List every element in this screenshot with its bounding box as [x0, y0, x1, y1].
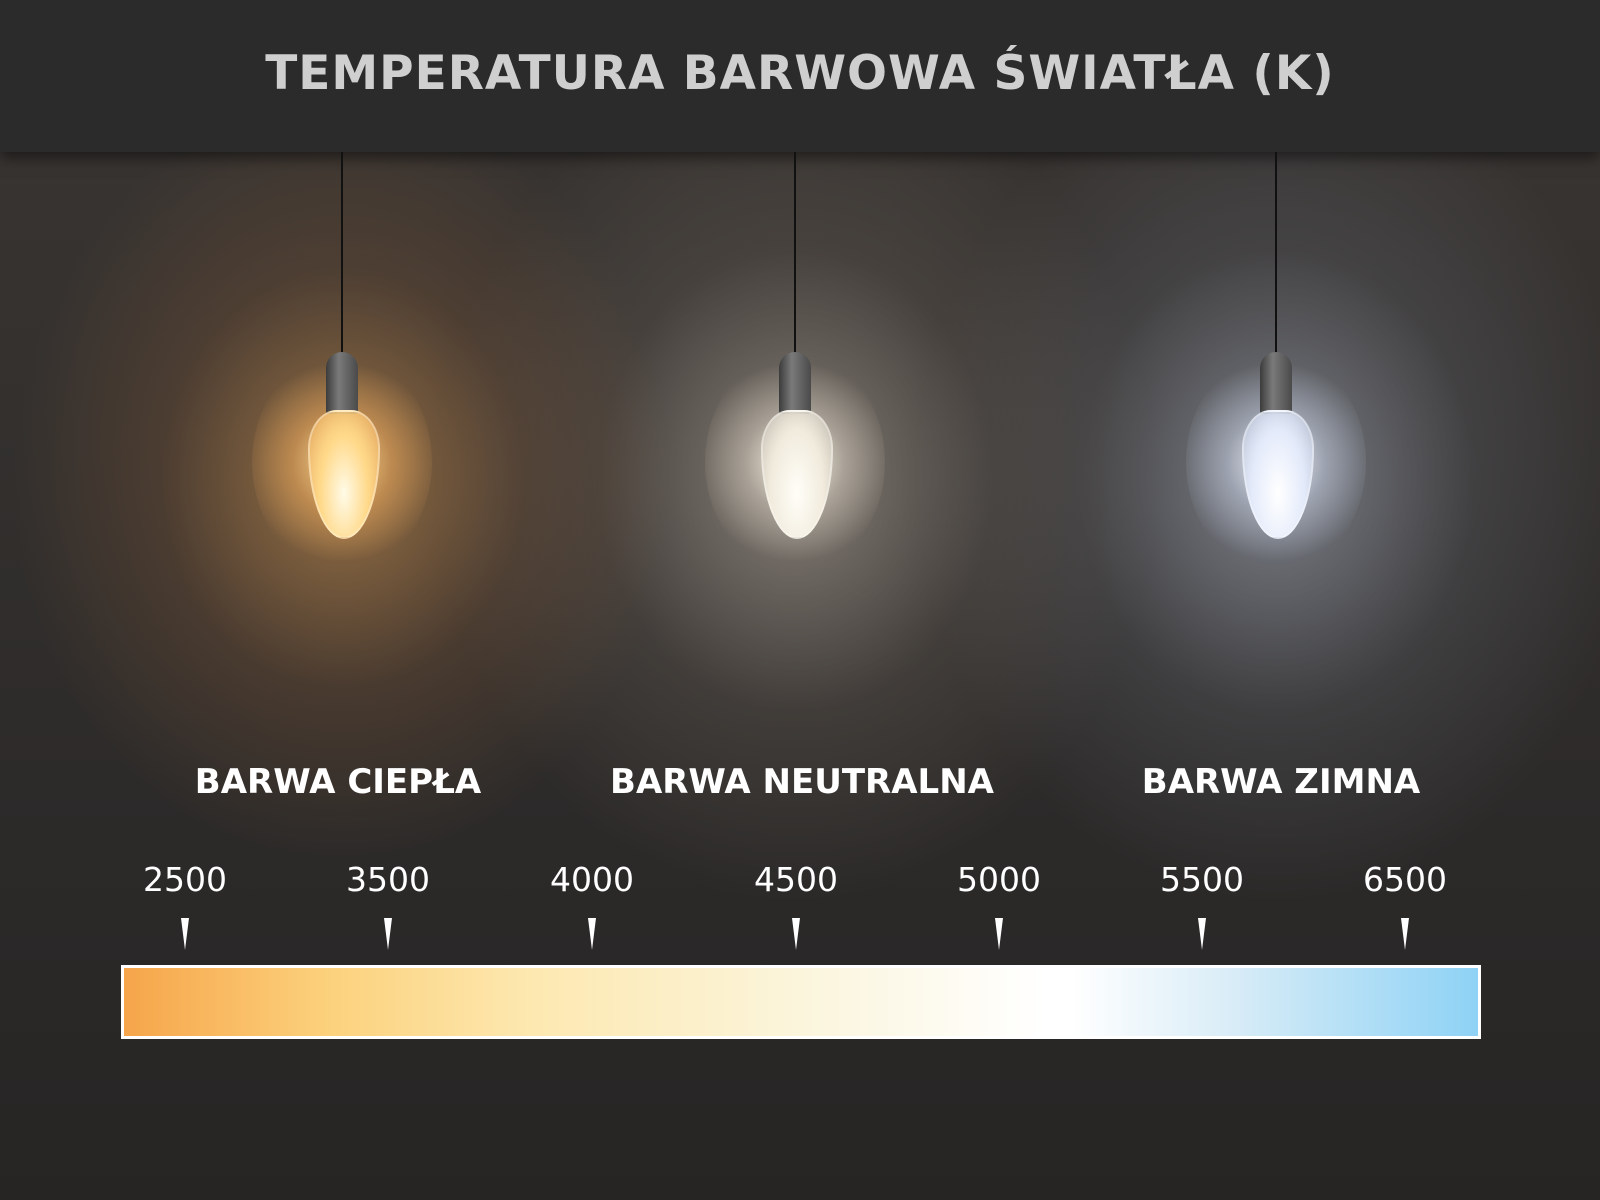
tick-label: 2500	[143, 860, 227, 899]
cord	[1275, 152, 1277, 357]
cord	[341, 152, 343, 357]
category-neutral: BARWA NEUTRALNA	[610, 762, 994, 802]
tick-label: 4500	[754, 860, 838, 899]
tick-marker	[1198, 918, 1206, 950]
tick-marker	[995, 918, 1003, 950]
category-warm: BARWA CIEPŁA	[194, 762, 482, 802]
tick-label: 6500	[1363, 860, 1447, 899]
tick-marker	[588, 918, 596, 950]
tick-label: 3500	[346, 860, 430, 899]
socket	[779, 352, 811, 414]
socket	[326, 352, 358, 414]
header-band: TEMPERATURA BARWOWA ŚWIATŁA (K)	[0, 0, 1600, 152]
tick-marker	[384, 918, 392, 950]
page-title: TEMPERATURA BARWOWA ŚWIATŁA (K)	[265, 46, 1335, 101]
tick-label: 5000	[957, 860, 1041, 899]
tick-marker	[181, 918, 189, 950]
tick-marker	[792, 918, 800, 950]
socket	[1260, 352, 1292, 414]
tick-label: 4000	[550, 860, 634, 899]
color-temperature-gradient-bar	[121, 965, 1481, 1039]
tick-label: 5500	[1160, 860, 1244, 899]
cord	[794, 152, 796, 357]
tick-marker	[1401, 918, 1409, 950]
category-cold: BARWA ZIMNA	[1141, 762, 1421, 802]
